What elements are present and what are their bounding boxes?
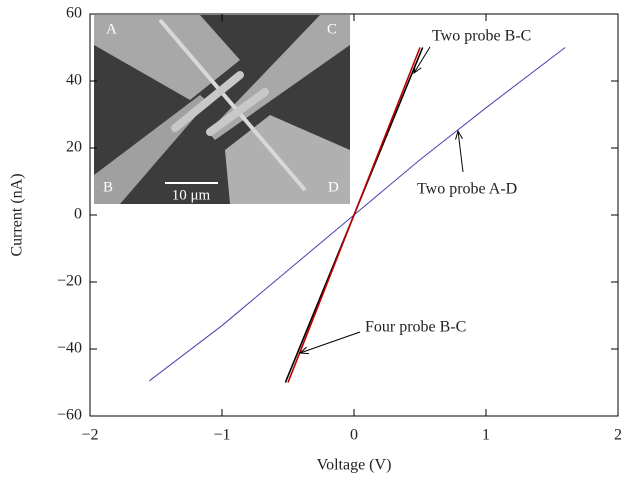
- x-tick-label: −1: [213, 427, 230, 444]
- inset-label: A: [106, 21, 117, 37]
- inset-label: D: [328, 179, 339, 195]
- x-tick-label: 0: [350, 427, 358, 444]
- y-tick-label: 40: [66, 72, 82, 89]
- inset-image: A B C D 10 μm: [94, 15, 350, 204]
- annotation: Two probe A-D: [417, 181, 517, 198]
- y-tick-label: 20: [66, 139, 82, 156]
- x-tick-label: 2: [614, 427, 622, 444]
- inset-label: C: [327, 21, 337, 37]
- annotation: Two probe B-C: [432, 28, 531, 45]
- y-tick-label: 0: [74, 206, 82, 223]
- y-tick-label: −40: [57, 340, 82, 357]
- y-tick-label: −20: [57, 273, 82, 290]
- y-axis-label: Current (nA): [9, 173, 26, 256]
- annotation-arrow: [300, 332, 360, 353]
- annotation-arrow: [458, 131, 463, 172]
- scale-bar-label: 10 μm: [172, 187, 211, 203]
- x-tick-label: −2: [81, 427, 98, 444]
- y-tick-label: −60: [57, 407, 82, 424]
- x-axis-label: Voltage (V): [317, 457, 392, 474]
- annotation-arrowhead: [414, 64, 421, 73]
- annotation: Four probe B-C: [365, 319, 466, 336]
- chart: A B C D 10 μm Voltage (V) Current (nA) −…: [0, 0, 624, 481]
- inset-label: B: [103, 179, 113, 195]
- y-tick-label: 60: [66, 5, 82, 22]
- x-tick-label: 1: [482, 427, 490, 444]
